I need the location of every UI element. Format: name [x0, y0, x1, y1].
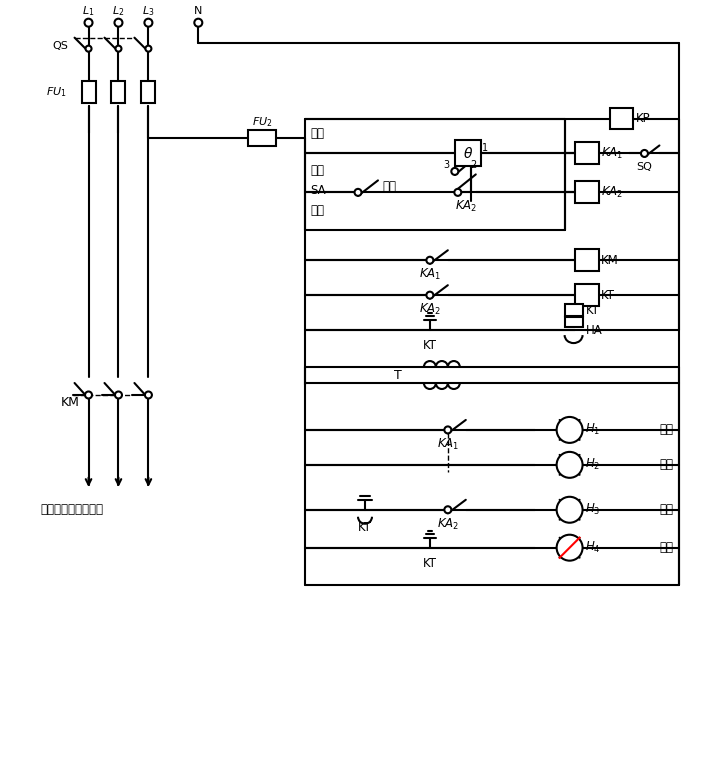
Text: $L_3$: $L_3$ [142, 4, 154, 18]
Bar [565, 317, 583, 327]
Circle shape [557, 534, 583, 561]
Text: SA: SA [310, 184, 326, 197]
Circle shape [455, 189, 461, 196]
Text: $KA_2$: $KA_2$ [455, 199, 477, 214]
Text: $L_2$: $L_2$ [112, 4, 125, 18]
Text: 至电炉或变压器初级: 至电炉或变压器初级 [41, 503, 104, 516]
Text: SQ: SQ [637, 162, 652, 172]
Text: $H_1$: $H_1$ [584, 422, 600, 438]
Circle shape [85, 391, 92, 398]
Text: KM: KM [600, 254, 618, 267]
Text: $KA_1$: $KA_1$ [419, 267, 441, 281]
Text: $KA_1$: $KA_1$ [600, 146, 623, 161]
Text: KM: KM [61, 397, 80, 409]
Circle shape [557, 417, 583, 443]
Text: $FU_1$: $FU_1$ [46, 85, 67, 99]
Circle shape [444, 427, 452, 434]
Text: 自动: 自动 [310, 127, 324, 140]
Text: 停止: 停止 [660, 424, 674, 437]
Circle shape [115, 391, 122, 398]
Circle shape [194, 18, 202, 27]
Text: N: N [194, 5, 202, 15]
Bar [81, 81, 96, 102]
Text: KT: KT [358, 521, 372, 534]
Circle shape [85, 18, 93, 27]
Circle shape [115, 45, 122, 52]
Circle shape [146, 45, 152, 52]
Circle shape [641, 150, 648, 157]
Text: 2: 2 [470, 161, 476, 171]
Text: $H_4$: $H_4$ [584, 540, 600, 555]
Text: $KA_2$: $KA_2$ [419, 301, 441, 317]
Text: QS: QS [53, 41, 69, 51]
Text: $H_2$: $H_2$ [584, 458, 600, 472]
Circle shape [86, 45, 91, 52]
Text: $KA_2$: $KA_2$ [600, 185, 623, 200]
Bar [575, 249, 599, 271]
Bar [575, 285, 599, 306]
Circle shape [444, 506, 452, 513]
Circle shape [355, 189, 362, 196]
Bar [455, 141, 481, 166]
Bar [248, 131, 276, 146]
Circle shape [557, 497, 583, 523]
Text: KP: KP [636, 112, 650, 125]
Circle shape [144, 18, 152, 27]
Text: $\theta$: $\theta$ [463, 146, 473, 161]
Text: T: T [394, 368, 402, 381]
Text: 升温: 升温 [660, 458, 674, 471]
Text: $L_1$: $L_1$ [83, 4, 95, 18]
Bar [610, 108, 634, 129]
Text: KT: KT [586, 304, 600, 317]
Text: HA: HA [586, 324, 602, 337]
Text: KT: KT [423, 558, 437, 570]
Circle shape [557, 452, 583, 478]
Bar [575, 181, 599, 203]
Circle shape [426, 291, 434, 298]
Circle shape [115, 18, 123, 27]
Text: KT: KT [600, 288, 615, 301]
Text: $KA_1$: $KA_1$ [436, 438, 459, 452]
Text: $FU_2$: $FU_2$ [252, 115, 273, 129]
Text: 手动: 手动 [310, 204, 324, 217]
Text: $KA_2$: $KA_2$ [436, 518, 459, 532]
Bar [575, 142, 599, 165]
Circle shape [452, 168, 458, 175]
Text: $H_3$: $H_3$ [584, 502, 600, 518]
Text: 自动: 自动 [310, 164, 324, 177]
Text: 3: 3 [444, 161, 450, 171]
Text: 保温: 保温 [660, 503, 674, 516]
Text: 1: 1 [482, 144, 488, 154]
Bar [141, 81, 155, 102]
Circle shape [426, 257, 434, 264]
Bar [565, 305, 583, 316]
Circle shape [145, 391, 152, 398]
Text: 出炉: 出炉 [660, 541, 674, 554]
Bar [112, 81, 125, 102]
Text: 一停: 一停 [382, 180, 396, 193]
Text: KT: KT [423, 338, 437, 351]
